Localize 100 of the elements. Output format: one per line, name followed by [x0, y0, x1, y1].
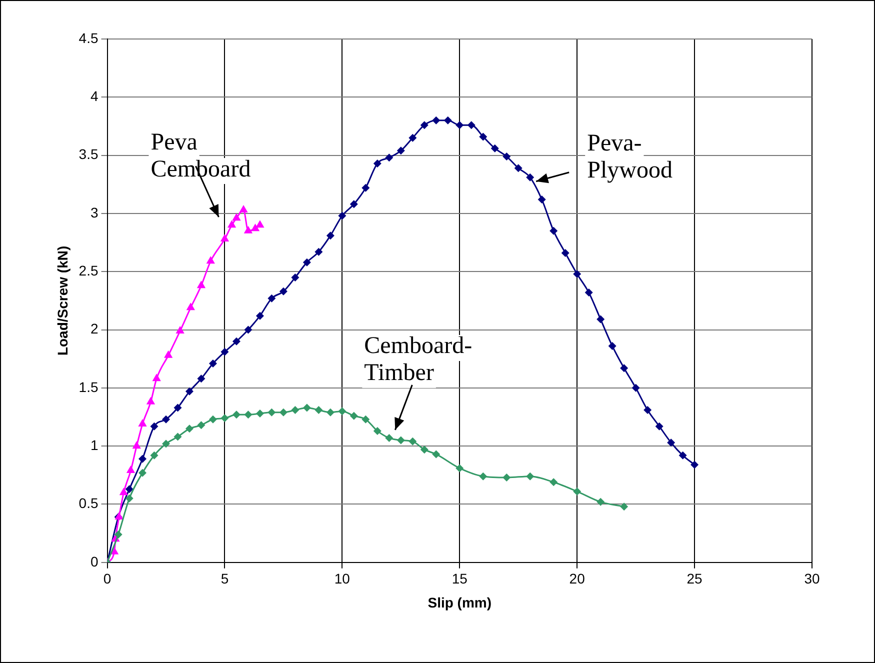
point: [208, 360, 217, 368]
point: [119, 488, 128, 496]
point: [584, 288, 593, 297]
x-axis-title: Slip (mm): [428, 594, 492, 610]
point: [185, 424, 194, 433]
point: [232, 410, 240, 419]
point: [362, 415, 370, 424]
point: [220, 414, 229, 422]
point: [126, 466, 136, 474]
point: [268, 408, 276, 416]
point: [550, 478, 558, 486]
point: [146, 396, 156, 404]
point: [196, 280, 206, 288]
point: [596, 315, 605, 324]
point: [279, 408, 288, 416]
x-tick-label: 5: [220, 570, 229, 587]
point: [302, 404, 311, 412]
point: [132, 441, 141, 449]
point: [408, 134, 417, 142]
point: [644, 406, 652, 414]
point: [291, 273, 300, 282]
point: [268, 294, 276, 302]
point: [174, 432, 182, 441]
point: [114, 530, 122, 538]
point: [314, 248, 323, 256]
point: [138, 468, 146, 477]
point: [408, 437, 417, 446]
y-tick-label: 4.5: [78, 30, 98, 46]
point: [596, 498, 605, 506]
y-tick-label: 2.5: [78, 262, 98, 278]
x-tick-label: 0: [103, 570, 112, 587]
point: [174, 404, 182, 412]
point: [620, 502, 628, 511]
point: [502, 152, 511, 160]
point: [152, 374, 161, 382]
point: [514, 164, 522, 172]
point: [206, 256, 215, 264]
point: [420, 446, 428, 454]
point: [138, 418, 147, 426]
point: [526, 472, 534, 480]
point: [362, 184, 370, 192]
point: [239, 204, 248, 212]
point: [467, 121, 476, 130]
y-tick-label: 0: [90, 553, 98, 570]
x-tick-label: 15: [452, 570, 468, 587]
x-tick-label: 30: [804, 570, 820, 587]
point: [479, 472, 488, 480]
point: [256, 410, 264, 418]
point: [220, 234, 230, 242]
point: [164, 350, 173, 358]
point: [314, 406, 323, 414]
point: [162, 415, 170, 424]
y-tick-label: 3.5: [78, 146, 98, 162]
point: [655, 422, 664, 430]
point: [538, 196, 546, 204]
y-tick-label: 1: [90, 436, 98, 453]
point: [632, 384, 640, 392]
point: [176, 326, 184, 334]
y-tick-label: 1.5: [78, 378, 98, 395]
series-label: Peva Cemboard: [150, 129, 251, 182]
point: [456, 121, 464, 130]
y-tick-label: 0.5: [78, 495, 98, 512]
point: [197, 421, 206, 430]
point: [526, 173, 534, 182]
point: [561, 249, 570, 258]
point: [350, 412, 358, 420]
point: [291, 406, 300, 414]
point: [373, 426, 382, 435]
point: [125, 485, 134, 494]
point: [573, 270, 582, 278]
point: [244, 326, 252, 334]
point: [256, 220, 264, 228]
point: [232, 213, 241, 221]
point: [338, 212, 346, 220]
point: [573, 487, 582, 496]
point: [302, 258, 311, 266]
point: [550, 226, 558, 235]
point: [385, 434, 394, 442]
y-axis-title: Load/Screw (kN): [54, 246, 70, 356]
point: [326, 408, 334, 416]
point: [396, 436, 405, 444]
point: [620, 364, 628, 372]
series-label: Cemboard-Timber: [364, 333, 472, 386]
point: [220, 348, 229, 356]
point: [208, 415, 217, 424]
point: [250, 224, 260, 232]
point: [125, 494, 134, 502]
point: [373, 159, 382, 168]
point: [244, 410, 252, 419]
point: [444, 116, 452, 124]
point: [608, 342, 616, 350]
point: [338, 407, 346, 416]
point: [197, 374, 206, 383]
point: [162, 440, 170, 448]
series-label: Peva-Plywood: [587, 130, 672, 184]
point: [690, 460, 699, 469]
point: [279, 287, 288, 296]
x-tick-label: 25: [686, 570, 703, 587]
y-tick-label: 2: [90, 320, 98, 337]
point: [227, 220, 236, 228]
